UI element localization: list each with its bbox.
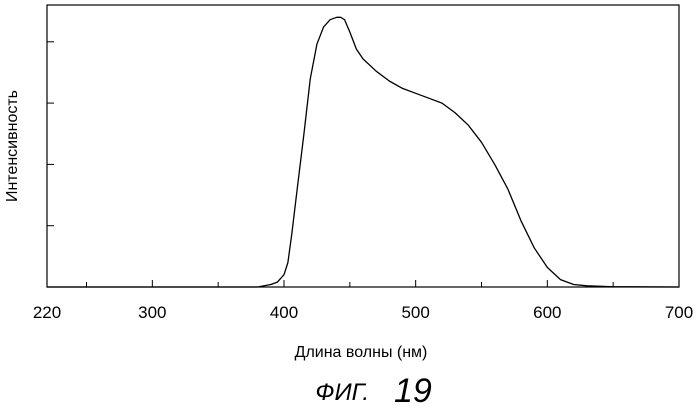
x-tick-label: 300 xyxy=(138,303,166,322)
x-tick-label: 500 xyxy=(401,303,429,322)
x-axis-tick-labels: 220 300 400 500 600 700 xyxy=(33,303,693,322)
figure-caption: ФИГ. 19 xyxy=(315,372,431,410)
figure-caption-prefix: ФИГ. xyxy=(315,379,369,406)
x-axis-title: Длина волны (нм) xyxy=(295,344,428,361)
x-tick-label: 220 xyxy=(33,303,61,322)
y-axis-ticks xyxy=(47,42,54,226)
x-tick-label: 400 xyxy=(270,303,298,322)
x-tick-label: 700 xyxy=(665,303,693,322)
x-axis-ticks xyxy=(87,280,614,287)
spectrum-series-line xyxy=(47,17,679,287)
y-axis-title: Интенсивность xyxy=(4,90,21,202)
figure-caption-number: 19 xyxy=(394,372,432,410)
plot-frame xyxy=(47,5,679,287)
x-tick-label: 600 xyxy=(533,303,561,322)
